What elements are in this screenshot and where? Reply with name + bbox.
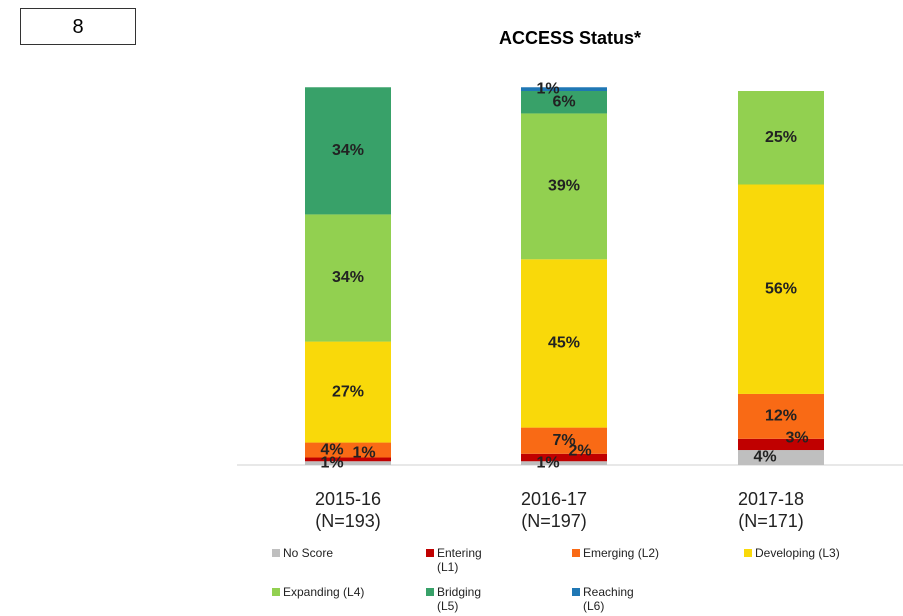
bar-segment (738, 393, 824, 439)
legend-item: Entering (L1) (426, 546, 499, 574)
bar-segment (521, 113, 607, 260)
legend-label: Entering (L1) (437, 546, 482, 574)
data-label: 39% (548, 178, 580, 195)
data-label: 56% (765, 280, 797, 297)
bar-segment (738, 438, 824, 451)
bar-segment (521, 91, 607, 114)
legend-swatch (272, 588, 280, 596)
legend-item: Bridging (L5) (426, 585, 499, 613)
legend-label: Bridging (L5) (437, 585, 482, 613)
bar-segment (521, 87, 607, 91)
legend-swatch (426, 588, 434, 596)
data-label: 4% (753, 449, 776, 466)
data-label: 1% (536, 80, 559, 97)
legend-swatch (572, 588, 580, 596)
data-label: 25% (765, 129, 797, 146)
data-label: 6% (552, 93, 575, 110)
bar-segment (521, 427, 607, 454)
bar-segment (521, 461, 607, 465)
x-tick-label: 2016-17 (N=197) (520, 489, 588, 531)
x-tick-label: 2015-16 (N=193) (314, 489, 382, 531)
legend-label: Developing (L3) (755, 546, 840, 560)
bar-segment (738, 450, 824, 465)
data-label: 7% (552, 432, 575, 449)
legend-swatch (744, 549, 752, 557)
legend-item: Developing (L3) (744, 546, 895, 560)
bar-segment (305, 214, 391, 342)
legend-item: Reaching (L6) (572, 585, 645, 613)
bar-segment (305, 341, 391, 443)
legend-label: Expanding (L4) (283, 585, 365, 599)
bar-segment (305, 442, 391, 458)
bar-segment (305, 87, 391, 215)
bar-segment (305, 457, 391, 462)
bar-segment (521, 453, 607, 462)
data-label: 1% (536, 454, 559, 471)
legend-swatch (426, 549, 434, 557)
x-tick-label: 2017-18 (N=171) (737, 489, 805, 531)
legend-item: Expanding (L4) (272, 585, 423, 599)
legend-label: Reaching (L6) (583, 585, 634, 613)
data-label: 34% (332, 142, 364, 159)
bar-segment (305, 461, 391, 465)
legend-item: Emerging (L2) (572, 546, 723, 560)
legend-swatch (572, 549, 580, 557)
data-label: 2% (568, 443, 591, 460)
bar-segment (738, 184, 824, 394)
data-label: 1% (320, 454, 343, 471)
data-label: 4% (320, 441, 343, 458)
bar-segment (521, 259, 607, 428)
data-label: 12% (765, 408, 797, 425)
data-label: 3% (785, 430, 808, 447)
badge: 8 (20, 8, 136, 45)
legend-label: Emerging (L2) (583, 546, 660, 560)
chart-title: ACCESS Status* (498, 28, 642, 48)
data-label: 27% (332, 383, 364, 400)
legend-label: No Score (283, 546, 334, 560)
data-label: 34% (332, 269, 364, 286)
data-label: 1% (352, 445, 375, 462)
legend-item: No Score (272, 546, 333, 560)
data-label: 45% (548, 335, 580, 352)
bar-segment (738, 91, 824, 185)
legend-swatch (272, 549, 280, 557)
